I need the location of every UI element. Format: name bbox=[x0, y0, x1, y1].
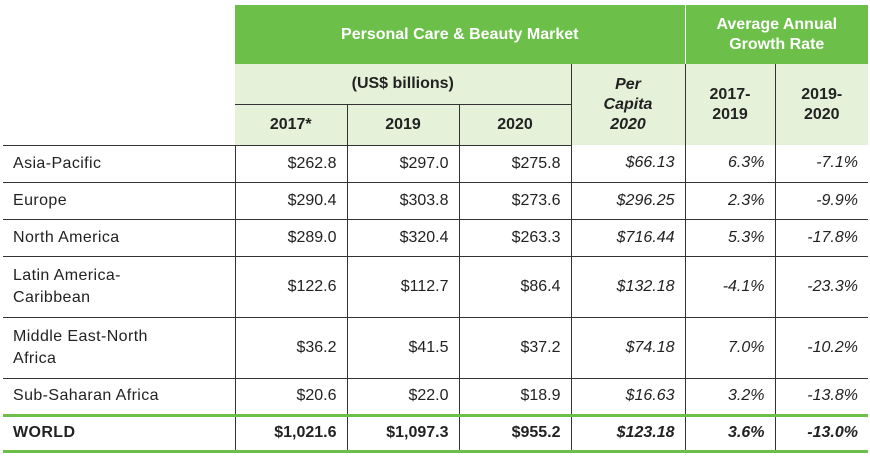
value-2020: $37.2 bbox=[458, 317, 571, 379]
table-row: Sub-Saharan Africa $20.6 $22.0 $18.9 $16… bbox=[3, 378, 868, 415]
value-2020: $18.9 bbox=[458, 378, 571, 415]
per-capita-value: $66.13 bbox=[570, 145, 685, 183]
growth-title: Average Annual Growth Rate bbox=[684, 5, 868, 64]
region-label: Asia-Pacific bbox=[3, 145, 235, 183]
world-per-capita: $123.18 bbox=[570, 413, 685, 453]
per-capita-header: Per Capita 2020 bbox=[570, 64, 685, 145]
region-label: Middle East-North Africa bbox=[3, 317, 235, 379]
growth-period-line: 2020 bbox=[803, 105, 840, 123]
per-capita-value: $132.18 bbox=[570, 256, 685, 318]
per-capita-value: $74.18 bbox=[570, 317, 685, 379]
corner-cell bbox=[3, 104, 235, 146]
value-2020: $273.6 bbox=[458, 182, 571, 220]
table-row: Asia-Pacific $262.8 $297.0 $275.8 $66.13… bbox=[3, 145, 868, 183]
corner-cell bbox=[3, 5, 235, 64]
value-2017: $122.6 bbox=[234, 256, 347, 318]
growth-period-header: 2019- 2020 bbox=[774, 64, 868, 145]
per-capita-line: 2020 bbox=[610, 115, 646, 133]
value-2019: $320.4 bbox=[346, 219, 459, 257]
growth-2017-2019: 3.2% bbox=[684, 378, 775, 415]
value-2019: $297.0 bbox=[346, 145, 459, 183]
world-2017: $1,021.6 bbox=[234, 413, 347, 453]
table-row: North America $289.0 $320.4 $263.3 $716.… bbox=[3, 219, 868, 257]
growth-2019-2020: -17.8% bbox=[774, 219, 868, 257]
value-2017: $36.2 bbox=[234, 317, 347, 379]
region-label-line: Middle East-North bbox=[13, 327, 148, 345]
growth-2017-2019: 6.3% bbox=[684, 145, 775, 183]
per-capita-line: Per bbox=[615, 75, 641, 93]
growth-period-header: 2017- 2019 bbox=[684, 64, 775, 145]
world-total-row: WORLD $1,021.6 $1,097.3 $955.2 $123.18 3… bbox=[3, 413, 868, 453]
per-capita-line: Capita bbox=[603, 95, 653, 113]
growth-2019-2020: -10.2% bbox=[774, 317, 868, 379]
value-2019: $303.8 bbox=[346, 182, 459, 220]
world-2019: $1,097.3 bbox=[346, 413, 459, 453]
value-2020: $263.3 bbox=[458, 219, 571, 257]
growth-2017-2019: 7.0% bbox=[684, 317, 775, 379]
growth-period-line: 2019- bbox=[801, 85, 843, 103]
year-header: 2017* bbox=[235, 103, 347, 146]
per-capita-value: $296.25 bbox=[570, 182, 685, 220]
value-2017: $262.8 bbox=[234, 145, 347, 183]
table-row: Latin America- Caribbean $122.6 $112.7 $… bbox=[3, 256, 868, 318]
value-2019: $22.0 bbox=[346, 378, 459, 415]
world-2020: $955.2 bbox=[458, 413, 571, 453]
region-label: Latin America- Caribbean bbox=[3, 256, 235, 318]
value-2017: $290.4 bbox=[234, 182, 347, 220]
table-row: Middle East-North Africa $36.2 $41.5 $37… bbox=[3, 317, 868, 379]
value-2017: $289.0 bbox=[234, 219, 347, 257]
table-row: Europe $290.4 $303.8 $273.6 $296.25 2.3%… bbox=[3, 182, 868, 220]
beauty-market-table: Personal Care & Beauty Market Average An… bbox=[3, 5, 868, 453]
world-growth-2017-2019: 3.6% bbox=[684, 413, 775, 453]
world-growth-2019-2020: -13.0% bbox=[774, 413, 868, 453]
growth-period-line: 2019 bbox=[712, 105, 748, 123]
region-label-line: Caribbean bbox=[13, 288, 91, 306]
year-header: 2019 bbox=[346, 103, 459, 146]
market-title: Personal Care & Beauty Market bbox=[235, 5, 685, 64]
growth-2019-2020: -23.3% bbox=[774, 256, 868, 318]
region-label: North America bbox=[3, 219, 235, 257]
units-label: (US$ billions) bbox=[235, 64, 571, 104]
growth-2019-2020: -7.1% bbox=[774, 145, 868, 183]
year-header: 2020 bbox=[458, 103, 571, 146]
world-label: WORLD bbox=[3, 413, 235, 453]
region-label-line: Latin America- bbox=[13, 266, 121, 284]
per-capita-value: $716.44 bbox=[570, 219, 685, 257]
growth-2019-2020: -13.8% bbox=[774, 378, 868, 415]
corner-cell bbox=[3, 64, 235, 104]
growth-period-line: 2017- bbox=[709, 85, 751, 103]
region-label: Europe bbox=[3, 182, 235, 220]
value-2017: $20.6 bbox=[234, 378, 347, 415]
value-2020: $275.8 bbox=[458, 145, 571, 183]
value-2020: $86.4 bbox=[458, 256, 571, 318]
growth-2017-2019: -4.1% bbox=[684, 256, 775, 318]
value-2019: $112.7 bbox=[346, 256, 459, 318]
region-label-line: Africa bbox=[13, 349, 57, 367]
growth-2017-2019: 2.3% bbox=[684, 182, 775, 220]
growth-2019-2020: -9.9% bbox=[774, 182, 868, 220]
region-label: Sub-Saharan Africa bbox=[13, 387, 159, 404]
growth-title-text: Average Annual Growth Rate bbox=[716, 15, 838, 53]
growth-2017-2019: 5.3% bbox=[684, 219, 775, 257]
value-2019: $41.5 bbox=[346, 317, 459, 379]
per-capita-value: $16.63 bbox=[570, 378, 685, 415]
